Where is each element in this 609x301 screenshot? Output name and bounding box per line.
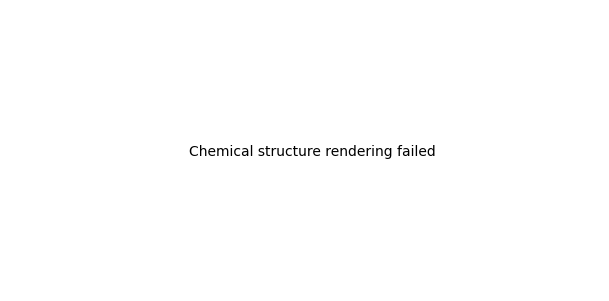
Text: Chemical structure rendering failed: Chemical structure rendering failed [189,145,435,159]
